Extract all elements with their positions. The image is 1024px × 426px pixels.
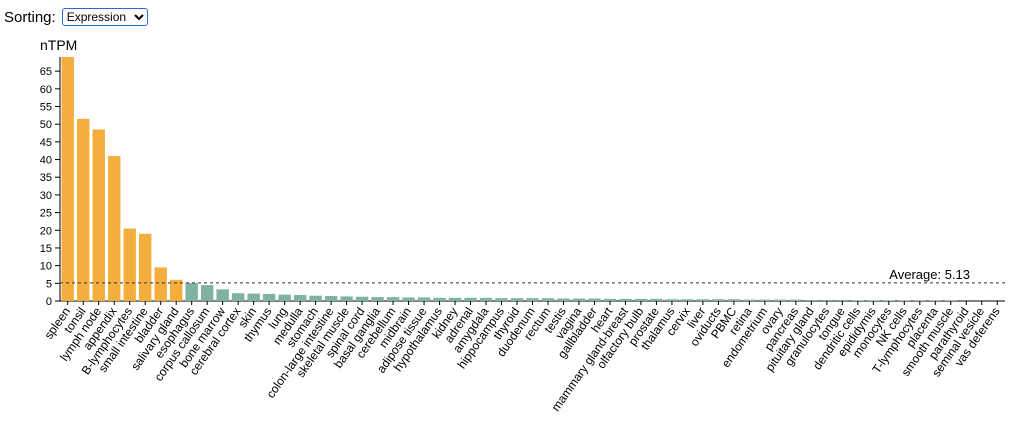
- bar: [247, 293, 260, 301]
- bar: [634, 298, 648, 301]
- bar: [154, 267, 167, 301]
- bar: [216, 289, 229, 301]
- bar: [77, 118, 90, 301]
- bar: [278, 294, 291, 301]
- y-tick-label: 45: [40, 137, 52, 149]
- bar: [727, 299, 741, 301]
- y-tick-label: 55: [40, 102, 52, 114]
- y-tick-label: 10: [40, 261, 52, 273]
- bar: [108, 156, 121, 301]
- bar: [371, 297, 384, 301]
- bar: [433, 297, 446, 301]
- y-tick-label: 60: [40, 84, 52, 96]
- bar: [355, 296, 369, 301]
- bar: [386, 297, 400, 301]
- bar: [619, 298, 632, 301]
- y-tick-label: 5: [46, 278, 52, 290]
- bar: [324, 296, 338, 301]
- y-tick-label: 50: [40, 119, 52, 131]
- bar: [851, 300, 865, 301]
- bar: [231, 293, 245, 301]
- bar: [61, 57, 74, 301]
- bar: [479, 297, 493, 301]
- bar: [572, 298, 586, 301]
- bar: [92, 129, 105, 301]
- bar: [696, 299, 710, 301]
- average-label: Average: 5.13: [889, 267, 970, 282]
- y-tick-label: 20: [40, 225, 52, 237]
- y-tick-label: 30: [40, 190, 52, 202]
- bar: [836, 299, 849, 301]
- bar: [882, 300, 896, 301]
- y-tick-label: 25: [40, 208, 52, 220]
- sorting-label: Sorting:: [4, 8, 56, 26]
- y-tick-label: 40: [40, 155, 52, 167]
- bar: [417, 297, 431, 301]
- bar: [867, 300, 880, 301]
- bar: [588, 298, 601, 301]
- bar: [293, 294, 307, 301]
- bar: [603, 298, 617, 301]
- bar: [495, 298, 508, 301]
- bar: [820, 299, 834, 301]
- y-tick-label: 0: [46, 296, 52, 308]
- bar: [169, 279, 183, 301]
- bar: [526, 298, 539, 301]
- bar: [402, 297, 415, 301]
- y-tick-label: 65: [40, 66, 52, 78]
- bar: [139, 233, 152, 301]
- bar: [805, 299, 818, 301]
- bar: [262, 293, 276, 301]
- sorting-select[interactable]: Expression: [61, 8, 148, 26]
- bar: [743, 299, 756, 301]
- y-axis-label: nTPM: [40, 37, 77, 53]
- bar: [309, 295, 322, 301]
- bar: [650, 298, 663, 301]
- bar: [510, 298, 524, 301]
- bar: [185, 282, 198, 301]
- bar: [200, 285, 214, 301]
- bar: [557, 298, 570, 301]
- sorting-control: Sorting: Expression: [4, 8, 148, 26]
- bar: [665, 299, 679, 301]
- bar: [712, 299, 725, 301]
- bar: [448, 297, 462, 301]
- bar: [681, 299, 694, 301]
- bar: [758, 299, 772, 301]
- bar: [123, 228, 136, 301]
- bar: [464, 297, 477, 301]
- y-tick-label: 35: [40, 172, 52, 184]
- bar: [774, 299, 787, 301]
- bar: [789, 299, 803, 301]
- bar: [541, 298, 555, 301]
- bar: [340, 296, 353, 301]
- y-tick-label: 15: [40, 243, 52, 255]
